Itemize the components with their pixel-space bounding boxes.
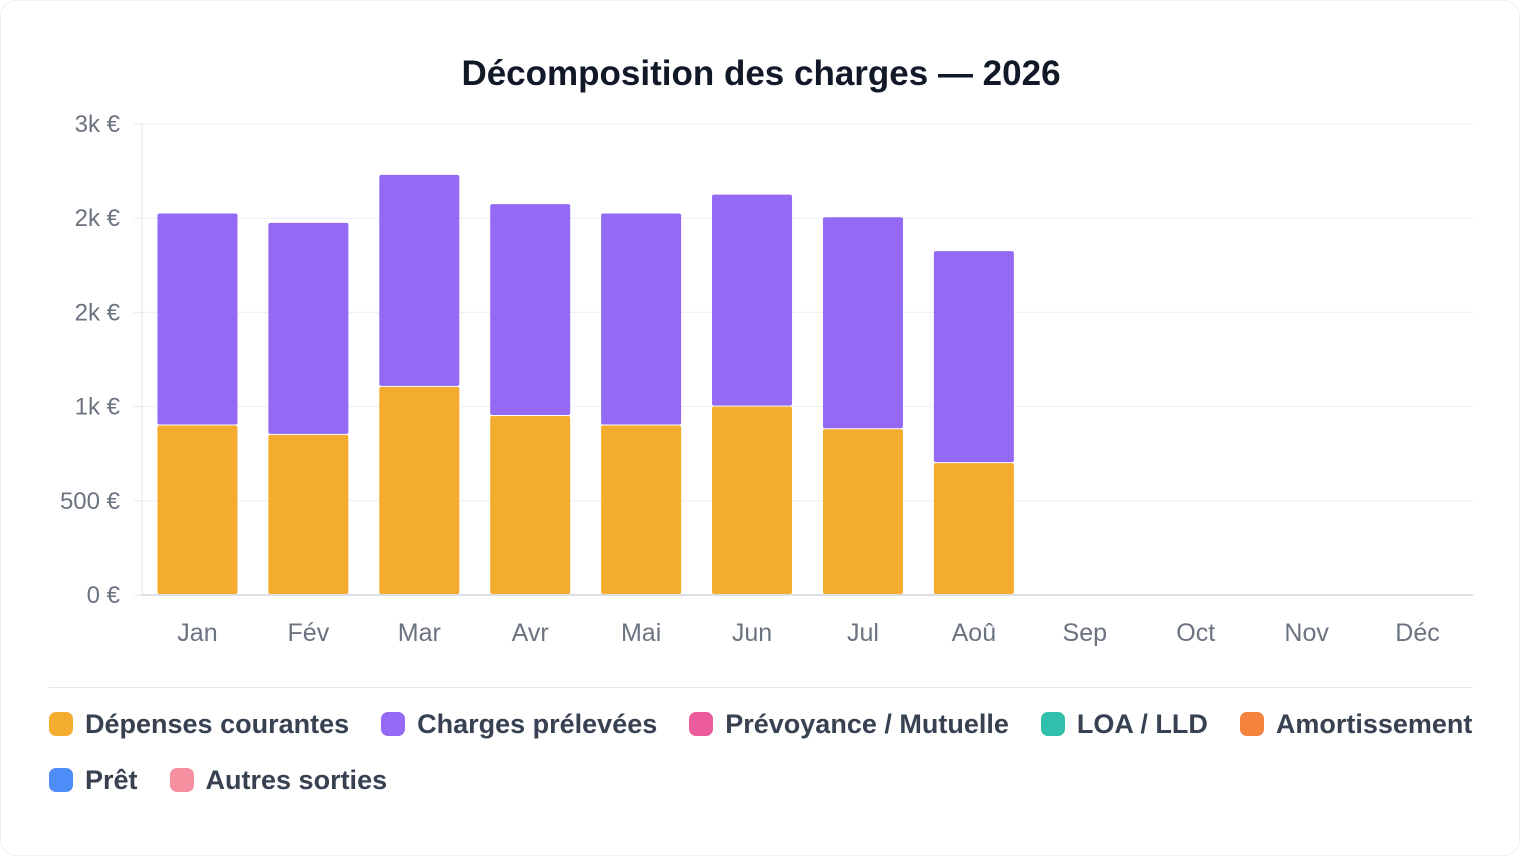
- legend-item[interactable]: Amortissement: [1239, 706, 1473, 742]
- x-tick-label: Oct: [1176, 619, 1215, 647]
- bar-segment-jan-series-0[interactable]: [157, 425, 238, 594]
- y-tick-label: 500 €: [60, 488, 121, 515]
- legend-swatch: [381, 712, 406, 736]
- legend-swatch: [49, 768, 73, 792]
- bar-segment-avr-series-0[interactable]: [490, 416, 571, 594]
- bar-segment-jun-series-0[interactable]: [712, 406, 793, 594]
- bar-segment-jul-series-0[interactable]: [822, 429, 903, 594]
- legend-label: Autres sorties: [205, 764, 388, 795]
- x-tick-label: Jun: [732, 619, 772, 647]
- bar-segment-mai-series-1[interactable]: [601, 213, 682, 425]
- x-tick-label: Sep: [1063, 619, 1107, 647]
- y-tick-label: 3k €: [75, 111, 121, 138]
- legend-item[interactable]: LOA / LLD: [1040, 706, 1208, 742]
- x-tick-label: Déc: [1395, 619, 1439, 647]
- x-tick-label: Jul: [847, 619, 879, 647]
- x-tick-label: Jan: [177, 619, 217, 647]
- chart-title: Décomposition des charges — 2026: [461, 54, 1060, 93]
- bar-segment-mar-series-0[interactable]: [379, 386, 460, 594]
- bar-segment-fév-series-0[interactable]: [268, 434, 349, 594]
- y-tick-label: 0 €: [87, 582, 121, 609]
- legend-swatch: [49, 712, 73, 736]
- legend-item[interactable]: Prévoyance / Mutuelle: [689, 706, 1009, 742]
- bar-segment-mai-series-0[interactable]: [601, 425, 682, 594]
- legend-label: Dépenses courantes: [85, 708, 350, 739]
- axes: 0 € 500 € 1k € 2k € 2k € 3k € Jan Fév Mar Avr Mai J…: [60, 111, 1473, 647]
- y-tick-label: 2k €: [75, 205, 121, 232]
- x-tick-label: Fév: [288, 619, 330, 647]
- bar-segment-avr-series-1[interactable]: [490, 204, 571, 416]
- y-tick-label: 2k €: [75, 299, 121, 326]
- x-tick-label: Aoû: [952, 619, 996, 647]
- bar-segment-jan-series-1[interactable]: [157, 213, 238, 425]
- legend-swatch: [169, 768, 194, 792]
- legend: Dépenses courantes Charges prélevées Prévo…: [49, 687, 1473, 798]
- stacked-bar-chart: Décomposition des charges — 2026 0 € 500 …: [60, 54, 1473, 647]
- legend-swatch: [1040, 712, 1065, 736]
- x-tick-label: Nov: [1284, 619, 1329, 647]
- bars: [157, 174, 1014, 594]
- bar-segment-mar-series-1[interactable]: [379, 174, 460, 386]
- x-tick-label: Mar: [398, 619, 441, 647]
- legend-swatch: [1239, 712, 1264, 736]
- legend-item[interactable]: Prêt: [49, 762, 138, 798]
- legend-item[interactable]: Charges prélevées: [381, 706, 657, 742]
- bar-segment-jun-series-1[interactable]: [712, 194, 793, 406]
- legend-item[interactable]: Dépenses courantes: [49, 706, 349, 742]
- bar-segment-fév-series-1[interactable]: [268, 222, 349, 434]
- legend-label: Charges prélevées: [417, 708, 658, 739]
- bar-segment-aoû-series-1[interactable]: [933, 251, 1014, 463]
- legend-label: Amortissement: [1275, 708, 1473, 739]
- x-tick-label: Mai: [621, 619, 661, 647]
- legend-label: Prévoyance / Mutuelle: [725, 708, 1009, 739]
- legend-label: LOA / LLD: [1076, 708, 1208, 739]
- bar-segment-jul-series-1[interactable]: [822, 217, 903, 429]
- grid-lines: [142, 123, 1473, 502]
- x-tick-label: Avr: [512, 619, 549, 647]
- legend-swatch: [689, 712, 714, 736]
- legend-item[interactable]: Autres sorties: [169, 762, 388, 798]
- bar-segment-aoû-series-0[interactable]: [933, 463, 1014, 594]
- y-tick-label: 1k €: [75, 394, 121, 421]
- legend-label: Prêt: [85, 764, 138, 795]
